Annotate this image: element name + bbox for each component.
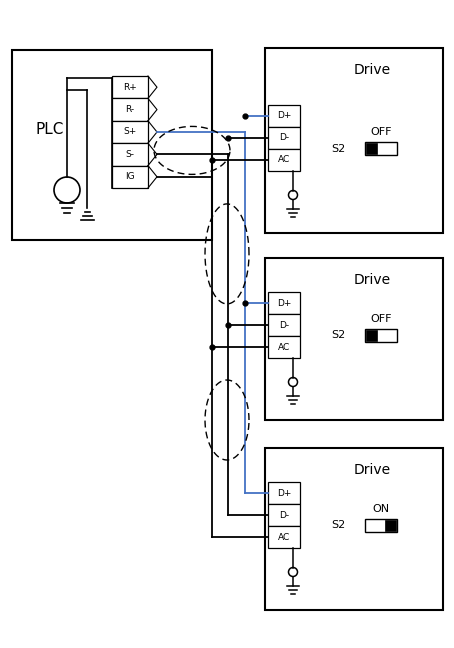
Text: D-: D- xyxy=(279,511,289,520)
Text: Drive: Drive xyxy=(353,63,390,77)
Bar xyxy=(365,329,397,342)
Text: S-: S- xyxy=(125,150,134,159)
Bar xyxy=(112,166,148,188)
Text: AC: AC xyxy=(278,533,290,542)
Bar xyxy=(268,482,300,504)
Text: ON: ON xyxy=(372,504,390,514)
Bar xyxy=(112,98,148,121)
Text: D+: D+ xyxy=(277,299,291,308)
Text: S2: S2 xyxy=(331,520,345,531)
Bar xyxy=(268,105,300,127)
Bar xyxy=(265,448,443,610)
Text: S2: S2 xyxy=(331,143,345,154)
Bar xyxy=(268,292,300,314)
Bar xyxy=(268,504,300,526)
Bar xyxy=(268,314,300,336)
Text: D-: D- xyxy=(279,133,289,143)
Bar xyxy=(268,526,300,548)
Text: S+: S+ xyxy=(123,128,137,137)
Text: OFF: OFF xyxy=(370,127,392,137)
Text: AC: AC xyxy=(278,156,290,165)
Bar xyxy=(365,142,397,155)
Text: AC: AC xyxy=(278,343,290,351)
Text: D+: D+ xyxy=(277,489,291,498)
Bar xyxy=(112,121,148,143)
Bar xyxy=(112,76,148,98)
Bar xyxy=(12,50,212,240)
Text: D-: D- xyxy=(279,321,289,329)
Bar xyxy=(366,143,377,154)
Bar xyxy=(265,48,443,233)
Text: IG: IG xyxy=(125,172,135,181)
Text: S2: S2 xyxy=(331,330,345,340)
Bar xyxy=(268,149,300,171)
Text: D+: D+ xyxy=(277,111,291,121)
Bar xyxy=(366,330,377,341)
Text: PLC: PLC xyxy=(36,122,64,137)
Bar xyxy=(268,127,300,149)
Bar xyxy=(385,520,396,531)
Text: Drive: Drive xyxy=(353,273,390,287)
Text: R+: R+ xyxy=(123,83,137,92)
Bar xyxy=(365,519,397,532)
Text: R-: R- xyxy=(125,105,134,114)
Bar xyxy=(265,258,443,420)
Text: OFF: OFF xyxy=(370,314,392,324)
Bar xyxy=(112,143,148,166)
Bar xyxy=(268,336,300,358)
Text: Drive: Drive xyxy=(353,463,390,477)
